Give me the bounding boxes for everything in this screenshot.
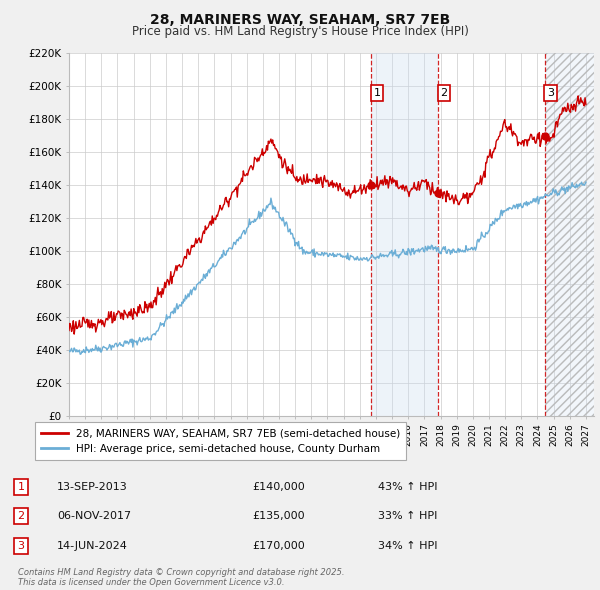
- Text: 3: 3: [17, 541, 25, 550]
- Text: 28, MARINERS WAY, SEAHAM, SR7 7EB: 28, MARINERS WAY, SEAHAM, SR7 7EB: [150, 13, 450, 27]
- Text: Contains HM Land Registry data © Crown copyright and database right 2025.
This d: Contains HM Land Registry data © Crown c…: [18, 568, 344, 587]
- Text: 43% ↑ HPI: 43% ↑ HPI: [378, 482, 437, 491]
- Text: 2: 2: [17, 512, 25, 521]
- Text: 2: 2: [440, 88, 448, 98]
- Text: 1: 1: [374, 88, 380, 98]
- Text: Price paid vs. HM Land Registry's House Price Index (HPI): Price paid vs. HM Land Registry's House …: [131, 25, 469, 38]
- Text: 34% ↑ HPI: 34% ↑ HPI: [378, 541, 437, 550]
- Bar: [371, 53, 438, 416]
- Text: £140,000: £140,000: [252, 482, 305, 491]
- Text: £170,000: £170,000: [252, 541, 305, 550]
- Text: 3: 3: [547, 88, 554, 98]
- Text: 33% ↑ HPI: 33% ↑ HPI: [378, 512, 437, 521]
- Bar: [545, 53, 594, 416]
- Legend: 28, MARINERS WAY, SEAHAM, SR7 7EB (semi-detached house), HPI: Average price, sem: 28, MARINERS WAY, SEAHAM, SR7 7EB (semi-…: [35, 422, 406, 460]
- Text: 14-JUN-2024: 14-JUN-2024: [57, 541, 128, 550]
- Text: 06-NOV-2017: 06-NOV-2017: [57, 512, 131, 521]
- Text: 1: 1: [17, 482, 25, 491]
- Text: £135,000: £135,000: [252, 512, 305, 521]
- Text: 13-SEP-2013: 13-SEP-2013: [57, 482, 128, 491]
- Bar: [545, 53, 594, 416]
